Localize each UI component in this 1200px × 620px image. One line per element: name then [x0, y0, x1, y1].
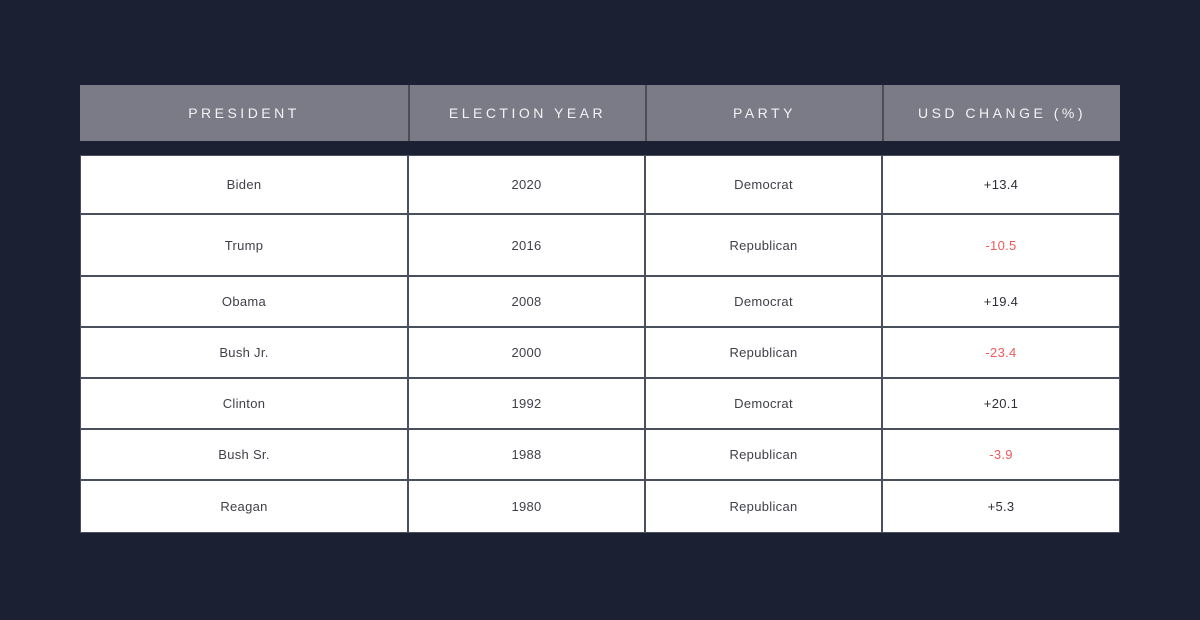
cell-election-year: 2000 — [409, 328, 646, 377]
column-header-president: PRESIDENT — [80, 85, 410, 141]
table-row: Reagan 1980 Republican +5.3 — [81, 481, 1119, 532]
cell-party: Republican — [646, 481, 883, 532]
table-row: Bush Sr. 1988 Republican -3.9 — [81, 430, 1119, 481]
cell-election-year: 2020 — [409, 156, 646, 213]
table-row: Clinton 1992 Democrat +20.1 — [81, 379, 1119, 430]
table-row: Trump 2016 Republican -10.5 — [81, 215, 1119, 277]
cell-usd-change: +5.3 — [987, 499, 1015, 514]
table-header-row: PRESIDENT ELECTION YEAR PARTY USD CHANGE… — [80, 85, 1120, 141]
cell-election-year: 2016 — [409, 215, 646, 275]
cell-party: Democrat — [646, 156, 883, 213]
cell-election-year: 1988 — [409, 430, 646, 479]
table-row: Biden 2020 Democrat +13.4 — [81, 156, 1119, 215]
cell-president: Clinton — [81, 379, 409, 428]
cell-usd-change: -23.4 — [985, 345, 1017, 360]
cell-president: Trump — [81, 215, 409, 275]
cell-usd-change: -3.9 — [989, 447, 1013, 462]
cell-president: Bush Jr. — [81, 328, 409, 377]
cell-party: Republican — [646, 430, 883, 479]
cell-election-year: 1992 — [409, 379, 646, 428]
table-row: Bush Jr. 2000 Republican -23.4 — [81, 328, 1119, 379]
cell-election-year: 2008 — [409, 277, 646, 326]
cell-usd-change: +19.4 — [983, 294, 1019, 309]
table-body: Biden 2020 Democrat +13.4 Trump 2016 Rep… — [80, 155, 1120, 533]
cell-party: Democrat — [646, 379, 883, 428]
presidents-usd-table: PRESIDENT ELECTION YEAR PARTY USD CHANGE… — [80, 85, 1120, 533]
cell-usd-change: -10.5 — [985, 237, 1017, 253]
cell-election-year: 1980 — [409, 481, 646, 532]
cell-president: Reagan — [81, 481, 409, 532]
cell-usd-change: +13.4 — [983, 177, 1019, 192]
cell-party: Democrat — [646, 277, 883, 326]
cell-party: Republican — [646, 215, 883, 275]
cell-president: Bush Sr. — [81, 430, 409, 479]
table-row: Obama 2008 Democrat +19.4 — [81, 277, 1119, 328]
column-header-election-year: ELECTION YEAR — [410, 85, 647, 141]
cell-president: Biden — [81, 156, 409, 213]
cell-usd-change: +20.1 — [983, 396, 1019, 411]
column-header-usd-change: USD CHANGE (%) — [917, 105, 1086, 121]
column-header-party: PARTY — [647, 85, 884, 141]
cell-president: Obama — [81, 277, 409, 326]
cell-party: Republican — [646, 328, 883, 377]
